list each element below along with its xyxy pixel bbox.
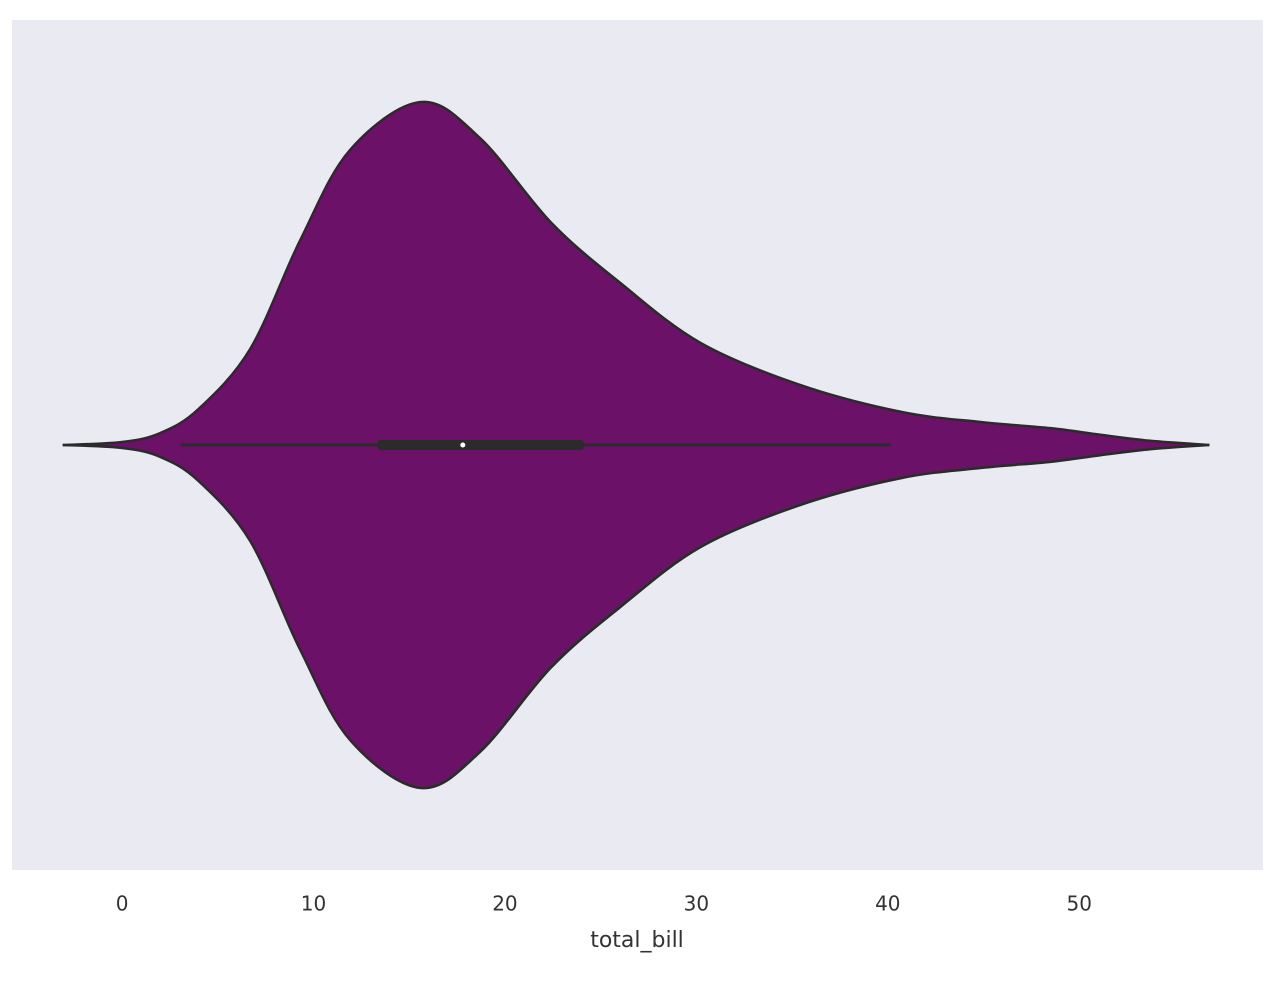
x-tick-label: 10 [301, 892, 326, 916]
x-axis-label: total_bill [590, 928, 684, 953]
violin-body [62, 101, 1210, 445]
violin-outline [62, 443, 1210, 790]
x-tick-label: 0 [116, 892, 129, 916]
x-tick-label: 30 [684, 892, 709, 916]
x-tick-label: 50 [1066, 892, 1091, 916]
x-tick-label: 40 [875, 892, 900, 916]
x-tick-label: 20 [492, 892, 517, 916]
box [377, 440, 584, 450]
violin-body [62, 445, 1210, 789]
median [460, 442, 466, 448]
violin-outline [62, 100, 1210, 447]
